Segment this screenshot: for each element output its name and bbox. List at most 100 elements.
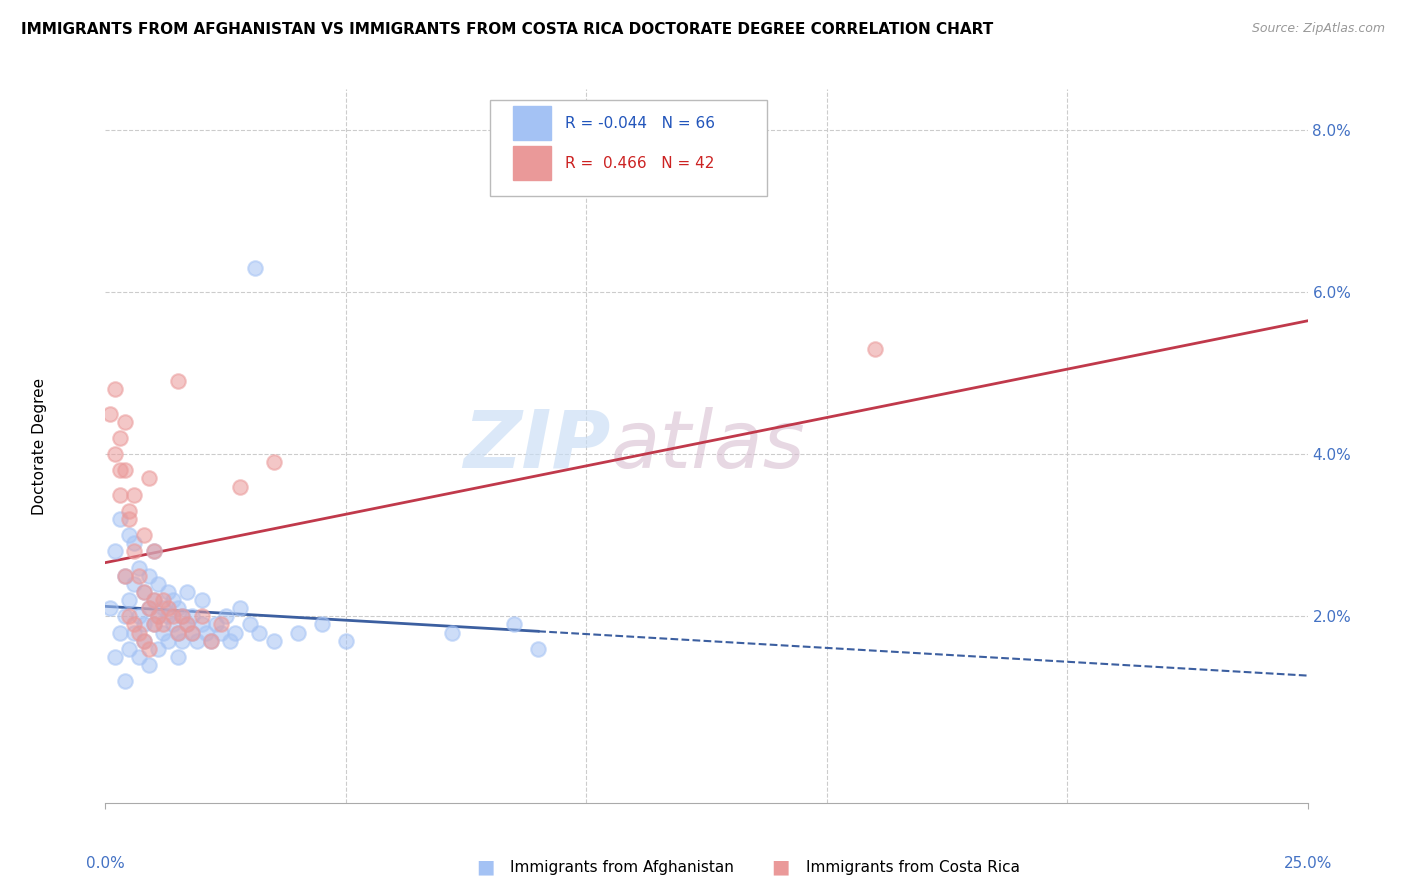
Point <box>98 601 121 615</box>
Point <box>104 447 127 461</box>
Point <box>124 488 146 502</box>
Point <box>142 544 165 558</box>
Point <box>190 617 212 632</box>
Text: ZIP: ZIP <box>463 407 610 485</box>
Point <box>162 609 184 624</box>
Point <box>142 617 165 632</box>
Point <box>311 617 333 632</box>
Point <box>118 504 141 518</box>
Point <box>132 617 155 632</box>
Point <box>128 649 150 664</box>
Point <box>239 617 262 632</box>
Point <box>166 649 188 664</box>
Point <box>118 512 141 526</box>
Text: R = -0.044   N = 66: R = -0.044 N = 66 <box>565 116 714 130</box>
Point <box>138 657 160 672</box>
Point <box>124 617 146 632</box>
Point <box>152 593 174 607</box>
Point <box>200 633 222 648</box>
Point <box>287 625 309 640</box>
Point <box>124 625 146 640</box>
Point <box>114 463 136 477</box>
Point <box>176 585 198 599</box>
Point <box>138 641 160 656</box>
Point <box>195 625 218 640</box>
Point <box>224 625 246 640</box>
Point <box>148 577 170 591</box>
Point <box>176 617 198 632</box>
Point <box>503 617 526 632</box>
Point <box>108 431 131 445</box>
Point <box>152 601 174 615</box>
Point <box>214 609 236 624</box>
Point <box>108 463 131 477</box>
Text: 25.0%: 25.0% <box>1284 856 1331 871</box>
Point <box>205 617 228 632</box>
Point <box>209 625 232 640</box>
Point <box>132 585 155 599</box>
Point <box>114 568 136 582</box>
Point <box>108 625 131 640</box>
Point <box>104 382 127 396</box>
Point <box>186 633 208 648</box>
Point <box>132 633 155 648</box>
Point <box>190 609 212 624</box>
Text: Doctorate Degree: Doctorate Degree <box>32 377 46 515</box>
Point <box>247 625 270 640</box>
Point <box>124 544 146 558</box>
Point <box>114 674 136 689</box>
Point <box>181 625 204 640</box>
Point <box>166 374 188 388</box>
Point <box>142 593 165 607</box>
Point <box>128 625 150 640</box>
Point <box>176 617 198 632</box>
Point <box>148 609 170 624</box>
Text: 0.0%: 0.0% <box>86 856 125 871</box>
Point <box>114 415 136 429</box>
Point <box>172 609 194 624</box>
Point <box>162 617 184 632</box>
Text: Immigrants from Afghanistan: Immigrants from Afghanistan <box>510 860 734 874</box>
Point <box>440 625 463 640</box>
Point <box>128 568 150 582</box>
Point <box>152 625 174 640</box>
Point <box>263 633 285 648</box>
Point <box>138 601 160 615</box>
Point <box>229 479 252 493</box>
Point <box>128 609 150 624</box>
Point <box>219 633 242 648</box>
Point <box>128 560 150 574</box>
Point <box>104 649 127 664</box>
Point <box>162 593 184 607</box>
Point <box>156 601 179 615</box>
Point <box>132 528 155 542</box>
FancyBboxPatch shape <box>513 146 551 180</box>
Point <box>132 585 155 599</box>
Text: R =  0.466   N = 42: R = 0.466 N = 42 <box>565 156 714 170</box>
Point <box>118 609 141 624</box>
Point <box>152 617 174 632</box>
Point <box>172 609 194 624</box>
Point <box>138 471 160 485</box>
Text: IMMIGRANTS FROM AFGHANISTAN VS IMMIGRANTS FROM COSTA RICA DOCTORATE DEGREE CORRE: IMMIGRANTS FROM AFGHANISTAN VS IMMIGRANT… <box>21 22 994 37</box>
Point <box>863 342 886 356</box>
Point <box>114 609 136 624</box>
Point <box>124 536 146 550</box>
Text: atlas: atlas <box>610 407 806 485</box>
FancyBboxPatch shape <box>513 106 551 140</box>
Point <box>200 633 222 648</box>
Point <box>172 633 194 648</box>
Point <box>156 609 179 624</box>
FancyBboxPatch shape <box>491 100 766 196</box>
Point <box>166 625 188 640</box>
Point <box>335 633 357 648</box>
Point <box>118 641 141 656</box>
Point <box>118 593 141 607</box>
Point <box>142 544 165 558</box>
Point <box>108 488 131 502</box>
Point <box>209 617 232 632</box>
Point <box>181 609 204 624</box>
Point <box>142 593 165 607</box>
Point <box>108 512 131 526</box>
Point <box>124 577 146 591</box>
